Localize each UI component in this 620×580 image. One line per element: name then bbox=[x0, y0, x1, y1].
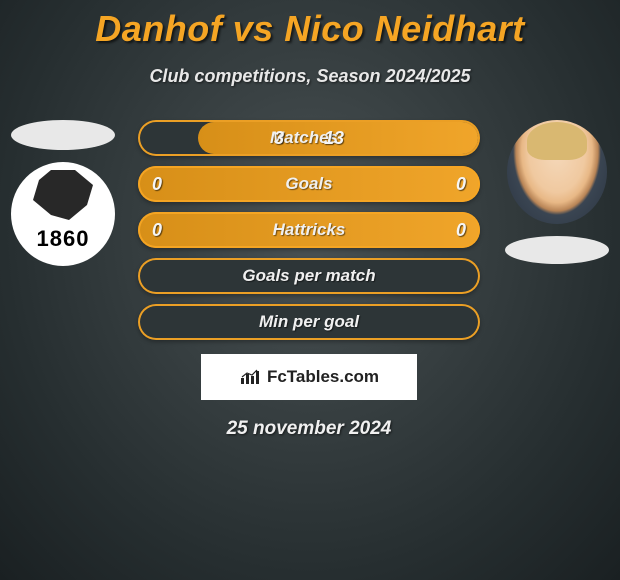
page-title: Danhof vs Nico Neidhart bbox=[0, 0, 620, 50]
stat-row-matches: 3 Matches 13 bbox=[138, 120, 480, 156]
stat-label: Min per goal bbox=[259, 312, 359, 332]
stat-row-mpg: Min per goal bbox=[138, 304, 480, 340]
left-club-badge: 1860 bbox=[11, 162, 115, 266]
stat-right-value: 0 bbox=[456, 220, 466, 241]
stat-label: Goals per match bbox=[242, 266, 375, 286]
stats-panel: 3 Matches 13 0 Goals 0 0 Hattricks 0 Goa… bbox=[138, 120, 480, 440]
right-flag-oval bbox=[505, 236, 609, 264]
chart-icon bbox=[239, 368, 263, 386]
stat-left-value: 0 bbox=[152, 220, 162, 241]
watermark-badge: FcTables.com bbox=[201, 354, 417, 400]
stat-right-value: 13 bbox=[324, 128, 344, 149]
right-player-photo bbox=[507, 120, 607, 224]
stat-left-value: 0 bbox=[152, 174, 162, 195]
stat-label: Goals bbox=[285, 174, 332, 194]
badge-year-text: 1860 bbox=[37, 226, 90, 252]
stat-left-value: 3 bbox=[274, 128, 284, 149]
stat-label: Hattricks bbox=[273, 220, 346, 240]
stat-row-gpm: Goals per match bbox=[138, 258, 480, 294]
subtitle: Club competitions, Season 2024/2025 bbox=[0, 66, 620, 87]
watermark-text: FcTables.com bbox=[267, 367, 379, 387]
stat-right-value: 0 bbox=[456, 174, 466, 195]
right-player-column bbox=[502, 120, 612, 264]
left-player-column: 1860 bbox=[8, 120, 118, 266]
stat-row-goals: 0 Goals 0 bbox=[138, 166, 480, 202]
left-flag-oval bbox=[11, 120, 115, 150]
stat-row-hattricks: 0 Hattricks 0 bbox=[138, 212, 480, 248]
date-text: 25 november 2024 bbox=[138, 418, 480, 440]
